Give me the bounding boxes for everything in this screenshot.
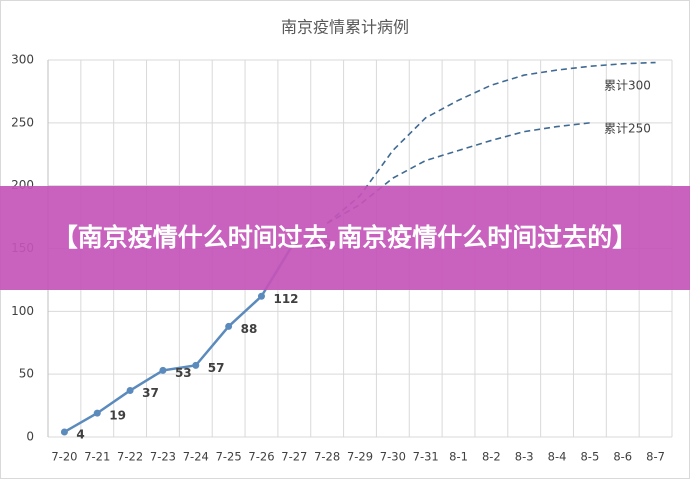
data-label: 4 [76,427,84,441]
x-tick-label: 7-22 [117,450,143,464]
x-tick-label: 7-29 [347,450,373,464]
series-line [63,241,296,434]
x-tick-label: 8-4 [548,450,567,464]
x-tick-label: 7-25 [216,450,242,464]
data-label: 88 [241,322,258,336]
point [60,428,68,436]
banner-text: 【南京疫情什么时间过去,南京疫情什么时间过去的】 [52,223,638,252]
x-tick-label: 8-7 [646,450,665,464]
x-tick-label: 7-26 [248,450,274,464]
x-tick-label: 7-24 [183,450,209,464]
data-label: 19 [109,409,126,423]
y-tick-label: 0 [26,430,34,444]
x-tick-label: 7-20 [51,450,77,464]
data-label: 112 [273,292,298,306]
x-tick-label: 7-27 [281,450,307,464]
point [192,361,200,369]
banner: 【南京疫情什么时间过去,南京疫情什么时间过去的】 [0,186,690,290]
series-label: 累计300 [604,79,651,93]
series-label: 累计250 [604,122,651,136]
point [159,366,167,374]
x-tick-label: 8-6 [613,450,632,464]
y-tick-label: 250 [11,115,34,129]
chart-title: 南京疫情累计病例 [281,18,409,37]
x-tick-label: 8-3 [515,450,534,464]
series-line [326,61,656,224]
data-label: 57 [208,361,225,375]
x-tick-label: 7-30 [380,450,406,464]
x-tick-label: 7-21 [84,450,110,464]
x-tick-label: 8-5 [580,450,599,464]
x-tick-label: 8-2 [482,450,501,464]
point [225,322,233,330]
x-tick-label: 7-31 [413,450,439,464]
point [93,409,101,417]
y-tick-label: 100 [11,304,34,318]
x-tick-label: 7-23 [150,450,176,464]
point [257,292,265,300]
x-tick-label: 7-28 [314,450,340,464]
data-label: 53 [175,366,192,380]
point [126,387,134,395]
y-tick-label: 50 [19,367,34,381]
x-tick-label: 8-1 [449,450,468,464]
y-tick-label: 300 [11,53,34,67]
data-label: 37 [142,386,159,400]
